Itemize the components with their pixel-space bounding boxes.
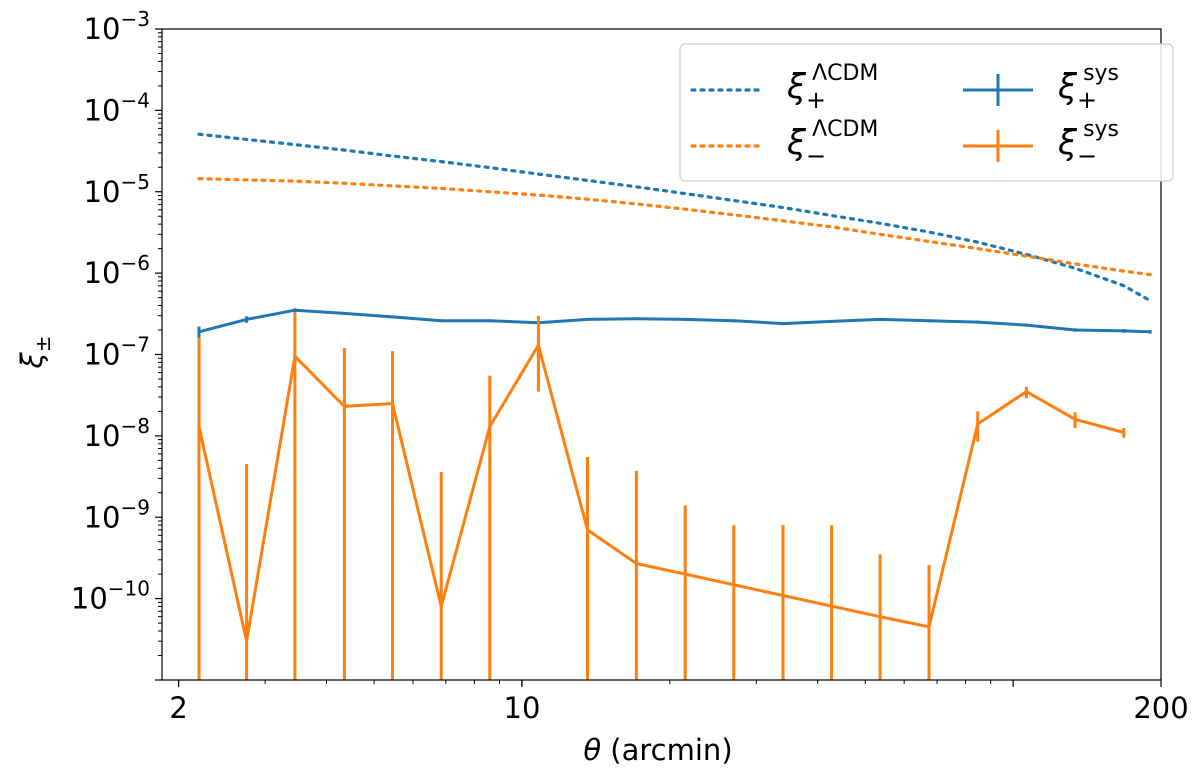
y-tick-exponent: −4 xyxy=(121,88,150,112)
legend-entry-xi-minus-lcdm: ξ−ΛCDM xyxy=(690,117,878,170)
x-axis-symbol: θ xyxy=(583,733,601,767)
legend-symbol: ξ xyxy=(786,123,807,163)
legend-entry-xi-minus-sys: ξ−sys xyxy=(963,117,1119,170)
x-axis-label: θ (arcmin) xyxy=(583,733,732,767)
y-tick-base: 10 xyxy=(84,500,121,534)
series-line-xi-minus-sys xyxy=(197,343,1125,643)
y-tick-label: 10−3 xyxy=(84,7,150,46)
data-point-xi-plus-sys xyxy=(781,322,785,326)
data-point-xi-plus-sys xyxy=(732,319,736,323)
legend-superscript: ΛCDM xyxy=(812,117,878,142)
y-tick-label: 10−5 xyxy=(84,170,150,209)
data-point-xi-minus-sys xyxy=(927,625,931,629)
y-axis-label: ξ± xyxy=(15,336,55,370)
data-point-xi-plus-sys xyxy=(878,317,882,321)
legend-symbol: ξ xyxy=(1057,123,1078,163)
legend-label-xi-minus-lcdm: ξ−ΛCDM xyxy=(786,117,878,170)
data-point-xi-plus-sys xyxy=(439,319,443,323)
legend-superscript: sys xyxy=(1083,117,1119,142)
data-point-xi-minus-sys xyxy=(488,425,492,429)
legend-superscript: ΛCDM xyxy=(812,61,878,86)
y-tick-base: 10 xyxy=(84,12,121,46)
data-point-xi-minus-sys xyxy=(391,402,394,405)
data-point-xi-plus-sys xyxy=(830,319,834,323)
legend-symbol: ξ xyxy=(1057,67,1078,107)
y-tick-base: 10 xyxy=(84,419,121,453)
y-tick-base: 10 xyxy=(84,256,121,290)
y-tick-exponent: −3 xyxy=(121,7,150,31)
y-tick-exponent: −7 xyxy=(121,333,150,357)
legend-subscript: + xyxy=(806,86,826,114)
y-tick-base: 10 xyxy=(84,338,121,372)
data-point-xi-minus-sys xyxy=(439,605,443,608)
y-tick-label: 10−8 xyxy=(84,414,150,453)
y-tick-exponent: −6 xyxy=(121,251,150,275)
data-point-xi-plus-sys xyxy=(342,311,346,315)
series-layer xyxy=(197,132,1152,680)
legend-subscript: + xyxy=(1077,86,1097,114)
data-point-xi-plus-sys xyxy=(293,308,297,312)
y-tick-base: 10 xyxy=(84,93,121,127)
data-point-xi-plus-sys xyxy=(1148,330,1152,334)
x-tick-label: 2 xyxy=(169,691,187,725)
x-tick-label: 200 xyxy=(1133,691,1188,725)
data-point-xi-minus-sys xyxy=(342,404,346,408)
legend-superscript: sys xyxy=(1083,61,1119,86)
y-tick-label: 10−10 xyxy=(71,577,150,616)
x-axis-unit: (arcmin) xyxy=(601,733,733,767)
data-point-xi-minus-sys xyxy=(878,615,882,619)
data-point-xi-minus-sys xyxy=(976,422,980,426)
y-axis-symbol: ξ xyxy=(15,351,49,369)
data-point-xi-plus-sys xyxy=(1073,328,1077,332)
data-point-xi-plus-sys xyxy=(1024,323,1028,327)
data-point-xi-plus-sys xyxy=(586,317,589,321)
y-tick-label: 10−6 xyxy=(84,251,150,290)
y-tick-exponent: −8 xyxy=(121,414,150,438)
data-point-xi-plus-sys xyxy=(197,330,201,334)
data-point-xi-minus-sys xyxy=(586,528,589,532)
data-point-xi-plus-sys xyxy=(976,320,980,324)
data-point-xi-minus-sys xyxy=(634,562,638,565)
data-point-xi-plus-sys xyxy=(1122,329,1126,333)
legend-subscript: − xyxy=(806,142,826,170)
y-tick-exponent: −9 xyxy=(121,495,150,519)
data-point-xi-plus-sys xyxy=(634,317,638,321)
data-point-xi-plus-sys xyxy=(927,319,931,323)
legend-entry-xi-plus-sys: ξ+sys xyxy=(963,61,1119,114)
series-xi-minus-sys xyxy=(197,312,1126,680)
data-point-xi-minus-sys xyxy=(245,639,249,643)
series-xi-plus-lcdm xyxy=(197,132,1152,303)
y-tick-label: 10−4 xyxy=(84,88,150,127)
data-point-xi-minus-sys xyxy=(1073,417,1077,421)
data-point-xi-minus-sys xyxy=(197,425,201,429)
data-point-xi-minus-sys xyxy=(293,354,297,358)
y-tick-label: 10−9 xyxy=(84,495,150,534)
y-tick-base: 10 xyxy=(84,175,121,209)
data-point-xi-plus-sys xyxy=(683,317,687,321)
legend-label-xi-plus-lcdm: ξ+ΛCDM xyxy=(786,61,878,114)
legend-subscript: − xyxy=(1077,142,1097,170)
legend-entry-xi-plus-lcdm: ξ+ΛCDM xyxy=(690,61,878,114)
data-point-xi-minus-sys xyxy=(1024,390,1028,394)
y-tick-label: 10−7 xyxy=(84,333,150,372)
y-tick-exponent: −5 xyxy=(121,170,150,194)
y-axis-subscript: ± xyxy=(31,336,55,353)
legend-label-xi-minus-sys: ξ−sys xyxy=(1057,117,1119,170)
x-tick-label: 10 xyxy=(504,691,541,725)
y-tick-exponent: −10 xyxy=(108,577,150,601)
data-point-xi-minus-sys xyxy=(1122,431,1126,434)
data-point-xi-minus-sys xyxy=(536,343,540,347)
legend-box xyxy=(679,43,1174,182)
legend-label-xi-plus-sys: ξ+sys xyxy=(1057,61,1119,114)
series-xi-minus-lcdm xyxy=(197,177,1152,277)
data-point-xi-plus-sys xyxy=(488,319,492,323)
data-point-xi-plus-sys xyxy=(391,315,394,319)
y-tick-base: 10 xyxy=(71,582,108,616)
legend-symbol: ξ xyxy=(786,67,807,107)
data-point-xi-plus-sys xyxy=(245,317,249,321)
